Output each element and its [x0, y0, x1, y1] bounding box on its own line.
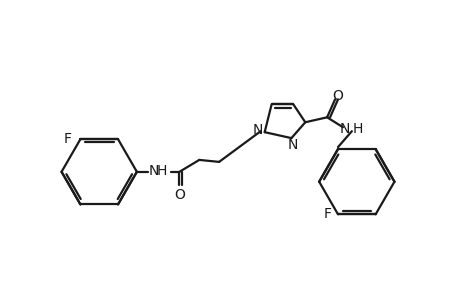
Text: H: H [157, 164, 167, 178]
Text: F: F [63, 132, 71, 146]
Text: O: O [332, 88, 343, 103]
Text: O: O [174, 188, 185, 202]
Text: N: N [339, 122, 349, 136]
Text: H: H [352, 122, 362, 136]
Text: N: N [286, 138, 297, 152]
Text: F: F [324, 207, 331, 221]
Text: N: N [148, 164, 159, 178]
Text: N: N [252, 123, 263, 137]
